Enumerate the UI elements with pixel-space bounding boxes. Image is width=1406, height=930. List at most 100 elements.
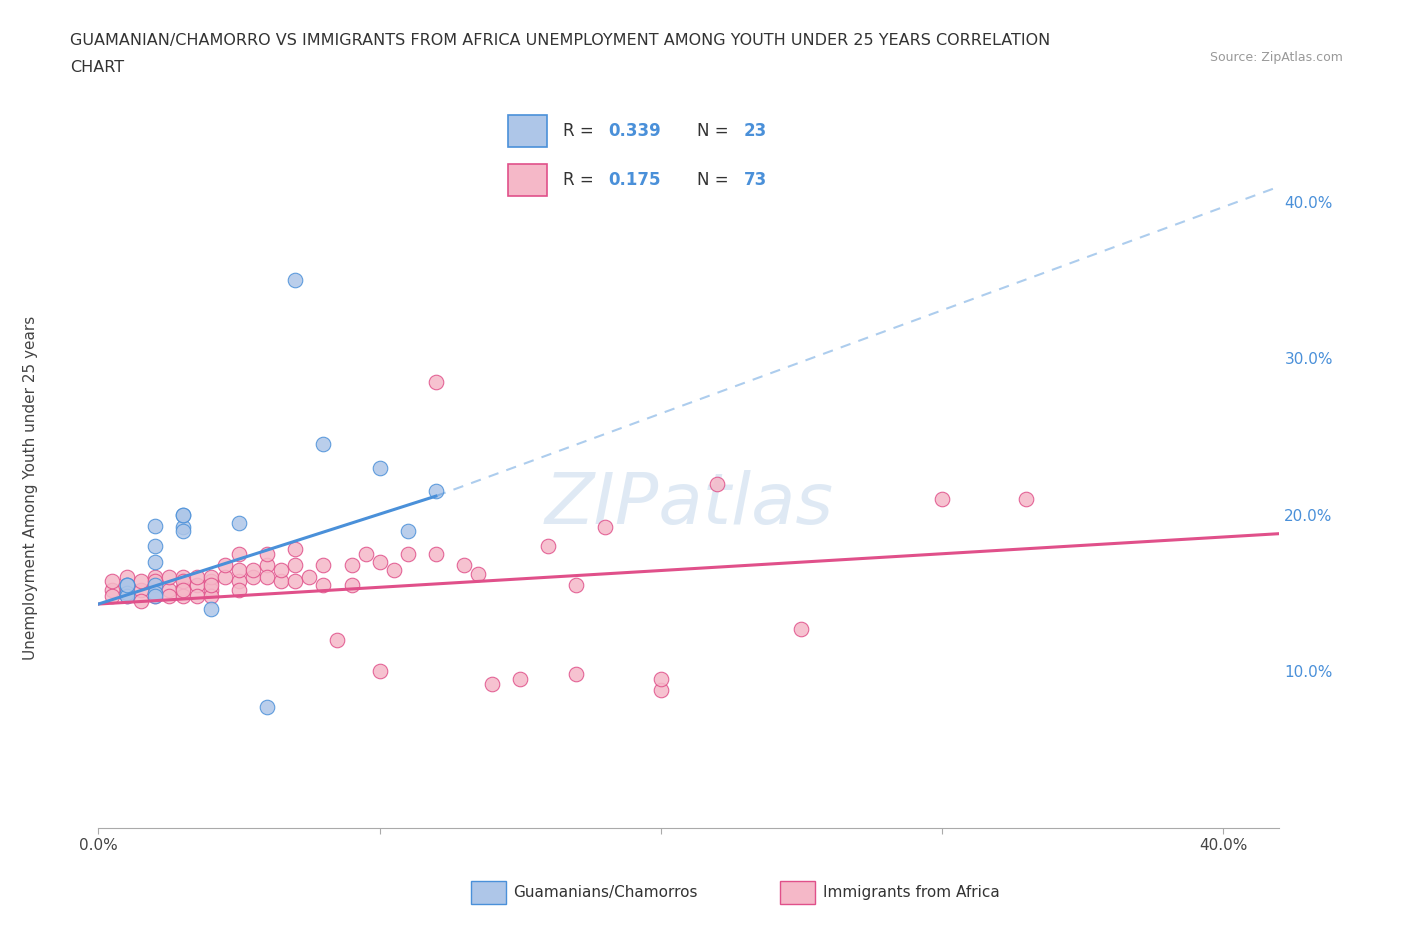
Point [115,578,138,592]
Point [354,547,377,562]
Point [537,538,560,553]
Point [101,582,124,597]
Point [256,700,278,715]
Point [115,586,138,601]
Point [650,671,672,686]
Point [1015,492,1038,507]
Point [172,582,194,597]
Point [115,578,138,592]
Point [284,557,307,572]
Text: Unemployment Among Youth under 25 years: Unemployment Among Youth under 25 years [24,316,38,660]
Point [115,578,138,592]
Point [115,589,138,604]
Point [115,586,138,601]
Text: N =: N = [697,171,734,190]
Point [172,570,194,585]
Point [172,508,194,523]
Text: CHART: CHART [70,60,124,75]
Point [396,523,419,538]
Point [368,554,391,569]
Point [143,518,166,533]
Point [129,593,152,608]
Point [115,578,138,592]
Point [467,567,489,582]
Text: N =: N = [697,122,734,140]
Point [565,578,588,592]
Point [650,683,672,698]
Point [790,621,813,636]
Point [157,582,180,597]
Point [143,589,166,604]
Point [453,557,475,572]
Point [172,520,194,535]
Point [256,557,278,572]
Point [284,542,307,557]
Point [368,460,391,475]
Point [115,581,138,596]
Point [200,578,222,592]
Point [115,570,138,585]
Point [172,589,194,604]
Point [157,589,180,604]
Point [270,562,292,577]
Point [186,578,208,592]
Point [706,476,728,491]
Point [143,573,166,588]
Point [326,632,349,647]
Point [186,589,208,604]
Point [396,547,419,562]
Point [509,671,531,686]
Point [228,547,250,562]
Bar [508,165,547,196]
Point [242,570,264,585]
Point [340,578,363,592]
Point [129,582,152,597]
Text: Source: ZipAtlas.com: Source: ZipAtlas.com [1209,51,1343,64]
Point [172,523,194,538]
Point [200,573,222,588]
Text: 0.339: 0.339 [609,122,661,140]
Point [931,492,953,507]
Point [200,570,222,585]
Point [101,589,124,604]
Point [143,538,166,553]
Point [270,573,292,588]
Point [143,586,166,601]
Point [425,484,447,498]
Bar [508,115,547,147]
Point [143,589,166,604]
Point [228,562,250,577]
Text: 0.175: 0.175 [609,171,661,190]
Point [298,570,321,585]
Point [186,570,208,585]
Point [284,573,307,588]
Point [214,570,236,585]
Point [228,515,250,530]
Point [172,508,194,523]
Text: R =: R = [562,171,599,190]
Point [200,602,222,617]
Point [172,581,194,596]
Text: 73: 73 [744,171,768,190]
Point [312,557,335,572]
Text: Immigrants from Africa: Immigrants from Africa [823,885,1000,900]
Point [143,570,166,585]
Point [481,676,503,691]
Point [101,573,124,588]
Point [368,664,391,679]
Point [143,554,166,569]
Point [425,375,447,390]
Point [256,570,278,585]
Point [115,589,138,604]
Text: 23: 23 [744,122,768,140]
Point [143,578,166,592]
Text: R =: R = [562,122,599,140]
Point [214,557,236,572]
Point [143,578,166,592]
Point [242,562,264,577]
Point [200,589,222,604]
Point [228,573,250,588]
Point [228,582,250,597]
Point [172,573,194,588]
Text: GUAMANIAN/CHAMORRO VS IMMIGRANTS FROM AFRICA UNEMPLOYMENT AMONG YOUTH UNDER 25 Y: GUAMANIAN/CHAMORRO VS IMMIGRANTS FROM AF… [70,33,1050,47]
